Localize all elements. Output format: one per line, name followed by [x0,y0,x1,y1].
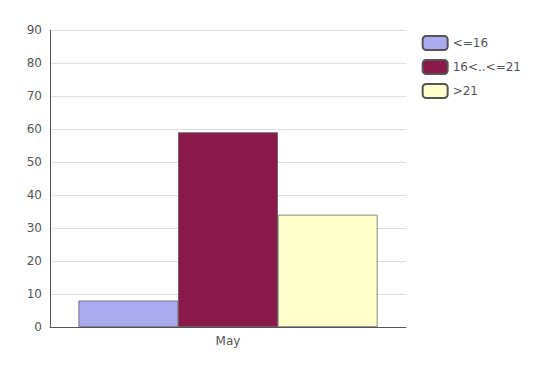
svg-text:50: 50 [27,155,42,169]
svg-text:May: May [216,334,241,348]
svg-text:60: 60 [27,122,42,136]
svg-text:10: 10 [27,287,42,301]
svg-text:40: 40 [27,188,42,202]
svg-text:<=16: <=16 [453,36,488,50]
svg-text:80: 80 [27,56,42,70]
svg-text:16<..<=21: 16<..<=21 [453,60,521,74]
svg-text:30: 30 [27,221,42,235]
svg-text:90: 90 [27,23,42,37]
svg-text:20: 20 [27,254,42,268]
svg-text:70: 70 [27,89,42,103]
svg-text:>21: >21 [453,84,478,98]
svg-text:0: 0 [34,320,42,334]
